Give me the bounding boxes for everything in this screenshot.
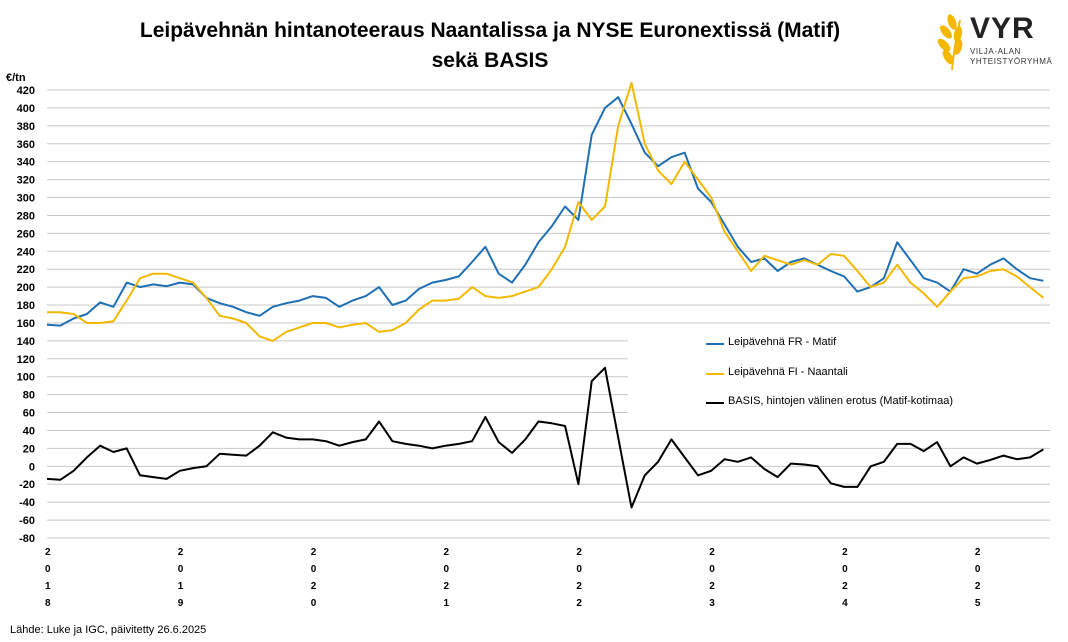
y-tick-label: 260	[17, 228, 35, 240]
vyr-logo: VYR VILJA-ALAN YHTEISTYÖRYHMÄ	[936, 12, 1062, 72]
y-tick-label: 100	[17, 372, 35, 384]
logo-subtext-1: VILJA-ALAN	[970, 47, 1021, 56]
series-line-matif	[46, 96, 1044, 327]
y-tick-label: 240	[17, 246, 35, 258]
y-tick-label: 280	[17, 210, 35, 222]
y-tick-label: 180	[17, 300, 35, 312]
y-tick-label: 160	[17, 318, 35, 330]
legend-swatch-basis	[706, 402, 724, 404]
legend-label-matif: Leipävehnä FR - Matif	[728, 336, 837, 348]
y-tick-label: 20	[23, 443, 35, 455]
legend-item-matif: Leipävehnä FR - Matif	[706, 334, 1036, 354]
y-tick-label: 220	[17, 264, 35, 276]
y-tick-label: 0	[29, 461, 35, 473]
y-axis-unit: €/tn	[6, 72, 26, 84]
legend-background	[628, 326, 1068, 416]
y-tick-label: 140	[17, 336, 35, 348]
y-tick-label: 400	[17, 103, 35, 115]
y-tick-label: -80	[19, 533, 35, 545]
y-tick-label: 360	[17, 139, 35, 151]
y-tick-label: -60	[19, 515, 35, 527]
logo-text: VYR	[970, 12, 1035, 45]
y-tick-label: 300	[17, 193, 35, 205]
y-tick-label: 380	[17, 121, 35, 133]
y-tick-label: 200	[17, 282, 35, 294]
y-tick-label: 340	[17, 157, 35, 169]
wheat-icon	[937, 14, 963, 71]
chart-title-line1: Leipävehnän hintanoteeraus Naantalissa j…	[139, 19, 841, 42]
y-tick-label: 60	[23, 408, 35, 420]
chart-title-line2: sekä BASIS	[431, 49, 549, 72]
source-note: Lähde: Luke ja IGC, päivitetty 26.6.2025	[10, 624, 207, 636]
y-tick-label: 40	[23, 425, 35, 437]
series-line-naantali	[47, 81, 1045, 342]
legend-item-basis: BASIS, hintojen välinen erotus (Matif-ko…	[706, 393, 1036, 413]
legend-item-naantali: Leipävehnä FI - Naantali	[706, 364, 1036, 384]
y-tick-label: -20	[19, 479, 35, 491]
legend-swatch-matif	[706, 343, 724, 345]
y-tick-label: 420	[17, 85, 35, 97]
y-tick-label: 320	[17, 175, 35, 187]
y-tick-label: 80	[23, 390, 35, 402]
y-tick-label: 120	[17, 354, 35, 366]
legend-label-naantali: Leipävehnä FI - Naantali	[728, 366, 848, 378]
legend-label-basis: BASIS, hintojen välinen erotus (Matif-ko…	[728, 395, 953, 407]
legend-swatch-naantali	[706, 373, 724, 375]
series-line-basis	[46, 366, 1044, 509]
y-tick-label: -40	[19, 497, 35, 509]
logo-subtext-2: YHTEISTYÖRYHMÄ	[970, 57, 1053, 66]
